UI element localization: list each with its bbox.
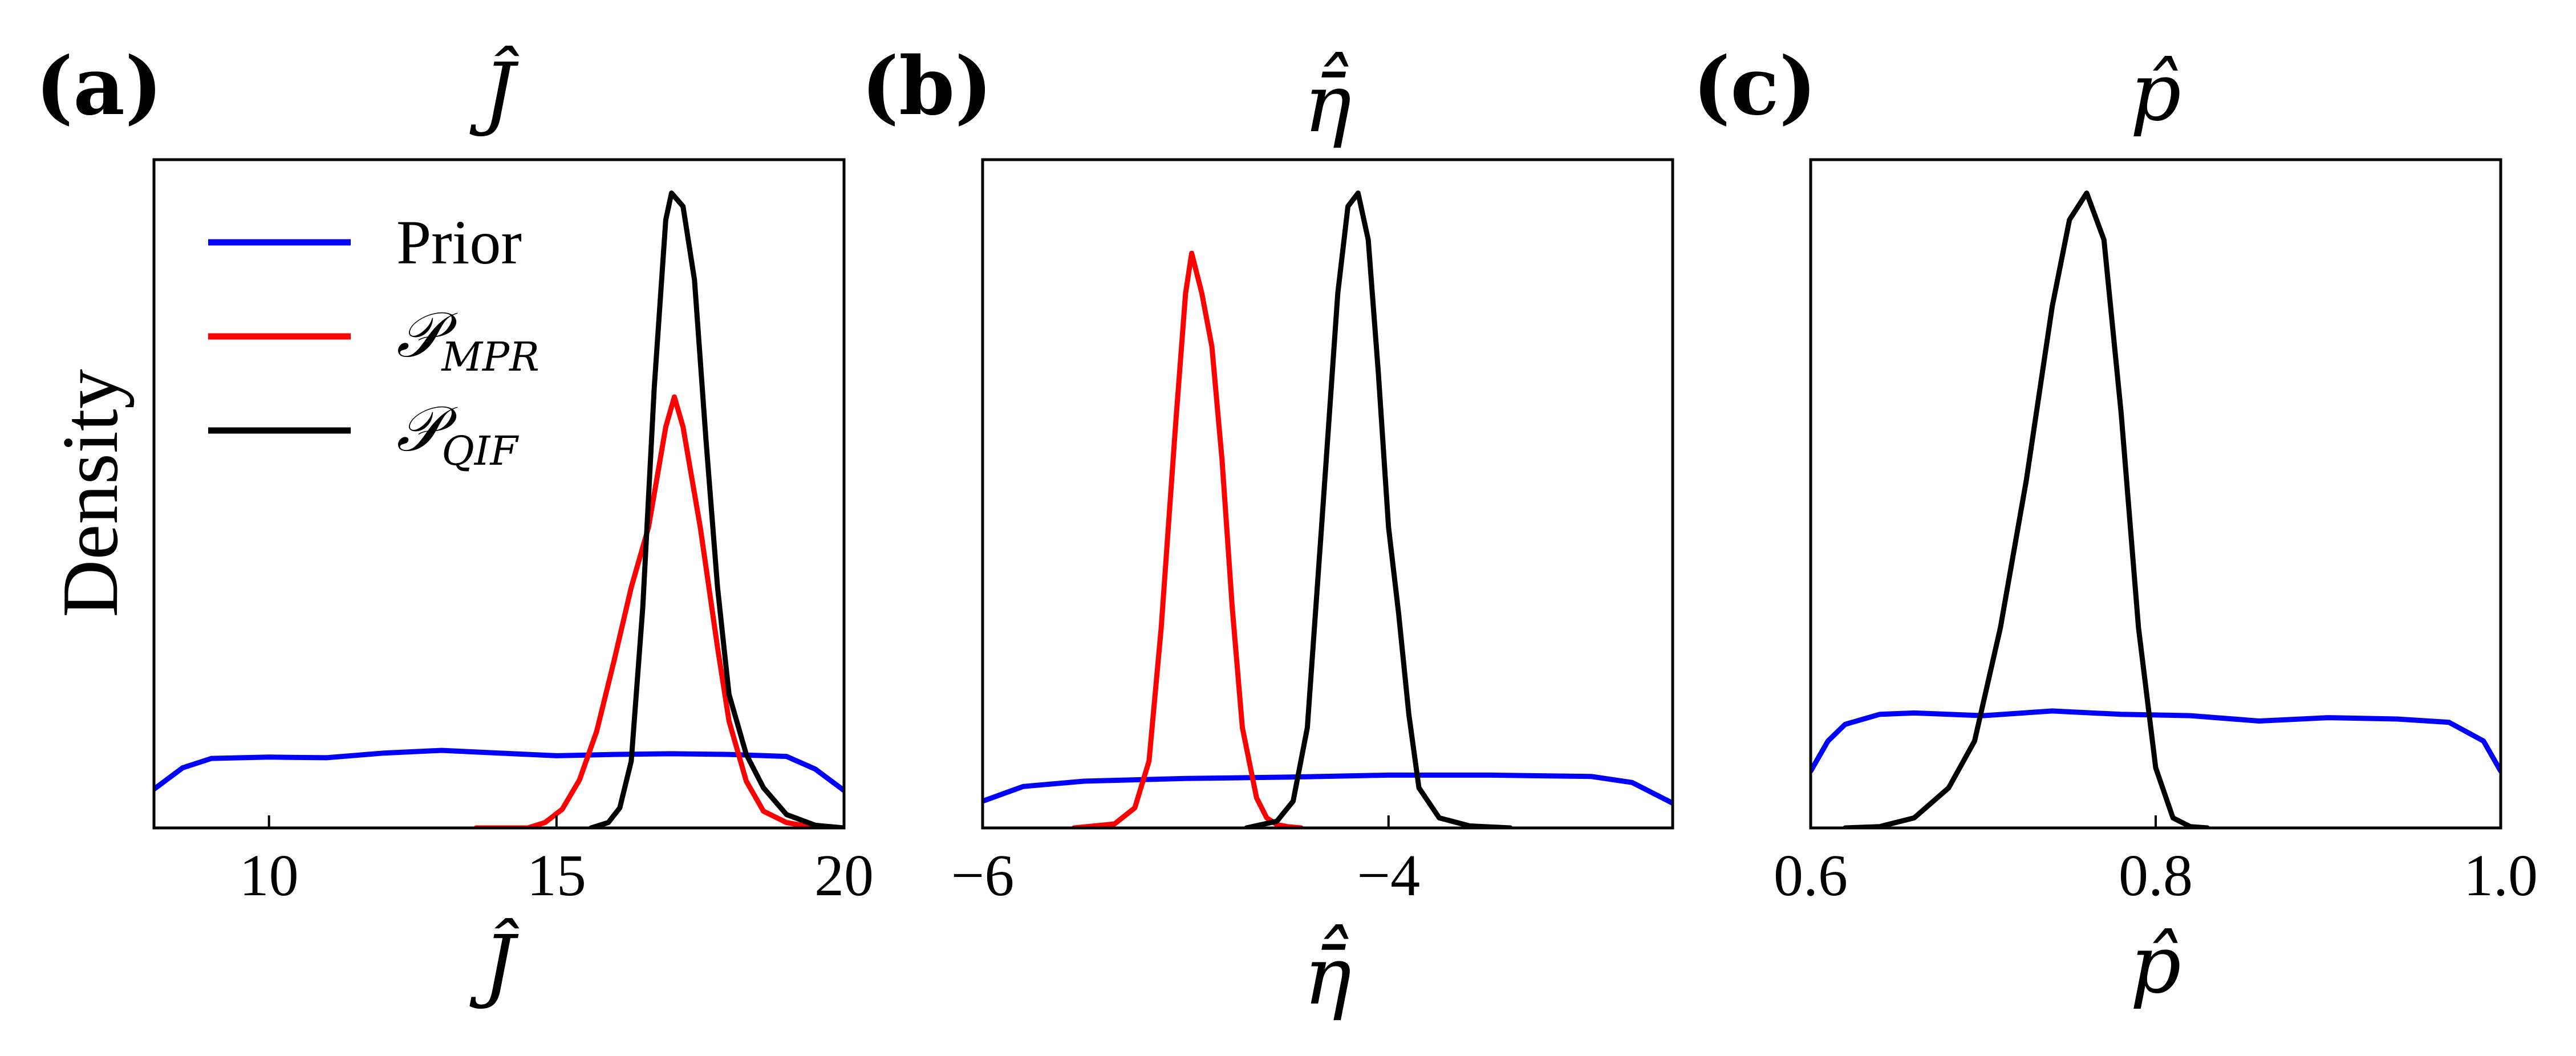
panel-a-series-prior bbox=[154, 748, 844, 793]
legend-label-mpr-subscript: MPR bbox=[440, 334, 539, 380]
panel-letter-b: (b) bbox=[861, 40, 992, 133]
panel-a-x-tick-label: 20 bbox=[814, 843, 874, 908]
panel-c-x-tick-label: 0.6 bbox=[1774, 843, 1848, 908]
panel-a-plot: 10 15 20 bbox=[152, 158, 874, 908]
panel-b-axes-frame bbox=[981, 158, 1674, 830]
legend-label-qif: 𝒫QIF bbox=[396, 392, 519, 474]
panel-c-series-prior bbox=[1811, 708, 2501, 774]
panel-letter-a: (a) bbox=[35, 40, 163, 133]
panel-b-x-tick-label: −6 bbox=[951, 843, 1015, 908]
panel-b-title: η̄̂ bbox=[1304, 51, 1352, 151]
panel-c-x-tick-label: 1.0 bbox=[2464, 843, 2538, 908]
panel-a-axes-frame bbox=[152, 158, 846, 830]
panel-a-x-tick-label: 15 bbox=[527, 843, 586, 908]
panel-c-x-tick-label: 0.8 bbox=[2119, 843, 2193, 908]
panel-c-x-label: p̂ bbox=[2130, 919, 2181, 1012]
panel-b-series-mpr bbox=[1071, 250, 1304, 828]
y-axis-label: Density bbox=[46, 369, 135, 618]
panel-a-series-mpr bbox=[473, 394, 830, 828]
panel-b-x-label: η̄̂ bbox=[1304, 924, 1352, 1023]
panel-c-series-qif bbox=[1843, 190, 2210, 828]
panel-letter-c: (c) bbox=[1693, 40, 1817, 133]
panel-b-x-tick-label: −4 bbox=[1357, 843, 1420, 908]
panel-b-series-qif bbox=[1244, 190, 1513, 828]
panel-c-plot: 0.6 0.8 1.0 bbox=[1774, 158, 2538, 908]
legend-label-qif-subscript: QIF bbox=[441, 428, 519, 474]
legend-label-prior: Prior bbox=[396, 208, 522, 277]
panel-c-title: p̂ bbox=[2130, 46, 2181, 139]
panel-a-x-tick-label: 10 bbox=[240, 843, 299, 908]
panel-a-series-qif bbox=[588, 190, 844, 828]
panel-b-plot: −6 −4 bbox=[951, 158, 1674, 908]
panel-b-series-prior bbox=[983, 772, 1673, 806]
